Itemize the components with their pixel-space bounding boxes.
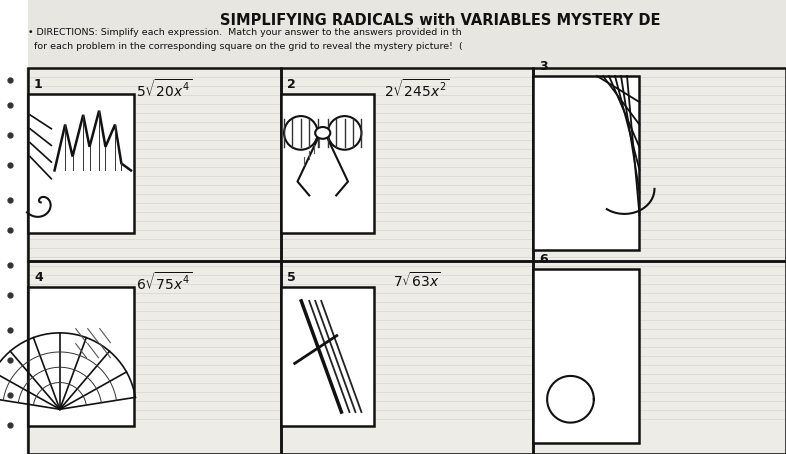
Ellipse shape bbox=[315, 127, 330, 139]
Bar bbox=[28, 68, 281, 261]
Bar bbox=[0, 0, 28, 454]
Bar bbox=[534, 261, 786, 454]
Text: 6: 6 bbox=[539, 253, 548, 266]
Text: $6\sqrt{75x^4}$: $6\sqrt{75x^4}$ bbox=[136, 271, 193, 293]
Text: $5\sqrt{20x^4}$: $5\sqrt{20x^4}$ bbox=[136, 78, 193, 100]
Bar bbox=[0, 0, 786, 68]
Bar bbox=[281, 94, 374, 233]
Text: 2: 2 bbox=[287, 78, 296, 91]
Circle shape bbox=[284, 116, 318, 150]
Bar bbox=[281, 68, 534, 261]
Text: 1: 1 bbox=[34, 78, 42, 91]
Text: 3: 3 bbox=[539, 60, 548, 73]
Text: • DIRECTIONS: Simplify each expression.  Match your answer to the answers provid: • DIRECTIONS: Simplify each expression. … bbox=[28, 28, 461, 37]
Bar bbox=[534, 269, 640, 443]
Bar bbox=[281, 287, 374, 426]
Bar bbox=[28, 94, 134, 233]
Text: $7\sqrt{63x}$: $7\sqrt{63x}$ bbox=[393, 271, 441, 290]
Bar bbox=[28, 68, 786, 454]
Text: for each problem in the corresponding square on the grid to reveal the mystery p: for each problem in the corresponding sq… bbox=[28, 42, 463, 51]
Bar bbox=[534, 76, 640, 250]
Text: 5: 5 bbox=[287, 271, 296, 284]
Bar bbox=[28, 287, 134, 426]
Circle shape bbox=[328, 116, 362, 150]
Bar bbox=[534, 68, 786, 261]
Text: $2\sqrt{245x^2}$: $2\sqrt{245x^2}$ bbox=[384, 78, 450, 100]
Text: SIMPLIFYING RADICALS with VARIABLES MYSTERY DE: SIMPLIFYING RADICALS with VARIABLES MYST… bbox=[220, 13, 660, 28]
Bar bbox=[28, 261, 281, 454]
Bar bbox=[281, 261, 534, 454]
Text: 4: 4 bbox=[34, 271, 42, 284]
